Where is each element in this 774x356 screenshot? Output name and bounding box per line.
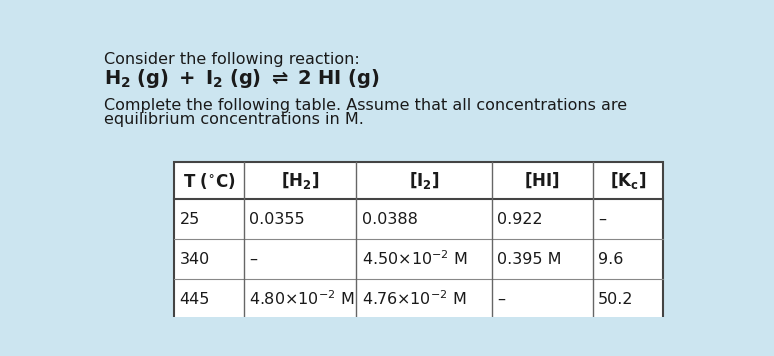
Text: Consider the following reaction:: Consider the following reaction: (104, 52, 360, 67)
Text: $4.76{\times}10^{-2}$ M: $4.76{\times}10^{-2}$ M (361, 290, 467, 309)
Text: $\mathbf{[H_2]}$: $\mathbf{[H_2]}$ (281, 170, 320, 191)
Text: 0.0355: 0.0355 (249, 211, 305, 226)
Text: $\mathbf{T\ (^{\circ}C)}$: $\mathbf{T\ (^{\circ}C)}$ (183, 171, 235, 190)
Text: $\mathbf{H_2\ (g)\ +\ I_2\ (g)\ \rightleftharpoons\ 2\ HI\ (g)}$: $\mathbf{H_2\ (g)\ +\ I_2\ (g)\ \rightle… (104, 67, 380, 90)
Text: 340: 340 (180, 252, 210, 267)
Bar (174, 162, 663, 319)
Text: –: – (498, 292, 505, 307)
Text: 9.6: 9.6 (598, 252, 624, 267)
Text: –: – (249, 252, 258, 267)
Text: $\mathbf{[I_2]}$: $\mathbf{[I_2]}$ (409, 170, 440, 191)
Text: $\mathbf{[K_c]}$: $\mathbf{[K_c]}$ (610, 170, 646, 191)
Text: 0.0388: 0.0388 (361, 211, 418, 226)
Text: 50.2: 50.2 (598, 292, 634, 307)
Text: $4.50{\times}10^{-2}$ M: $4.50{\times}10^{-2}$ M (361, 250, 467, 268)
Text: 25: 25 (180, 211, 200, 226)
Bar (174, 162, 663, 319)
Text: equilibrium concentrations in M.: equilibrium concentrations in M. (104, 112, 365, 127)
Text: $4.80{\times}10^{-2}$ M: $4.80{\times}10^{-2}$ M (249, 290, 355, 309)
Text: $\mathbf{[HI]}$: $\mathbf{[HI]}$ (525, 171, 560, 190)
Text: 445: 445 (180, 292, 210, 307)
Text: 0.395 M: 0.395 M (498, 252, 562, 267)
Text: 0.922: 0.922 (498, 211, 543, 226)
Text: –: – (598, 211, 606, 226)
Text: Complete the following table. Assume that all concentrations are: Complete the following table. Assume tha… (104, 98, 628, 113)
